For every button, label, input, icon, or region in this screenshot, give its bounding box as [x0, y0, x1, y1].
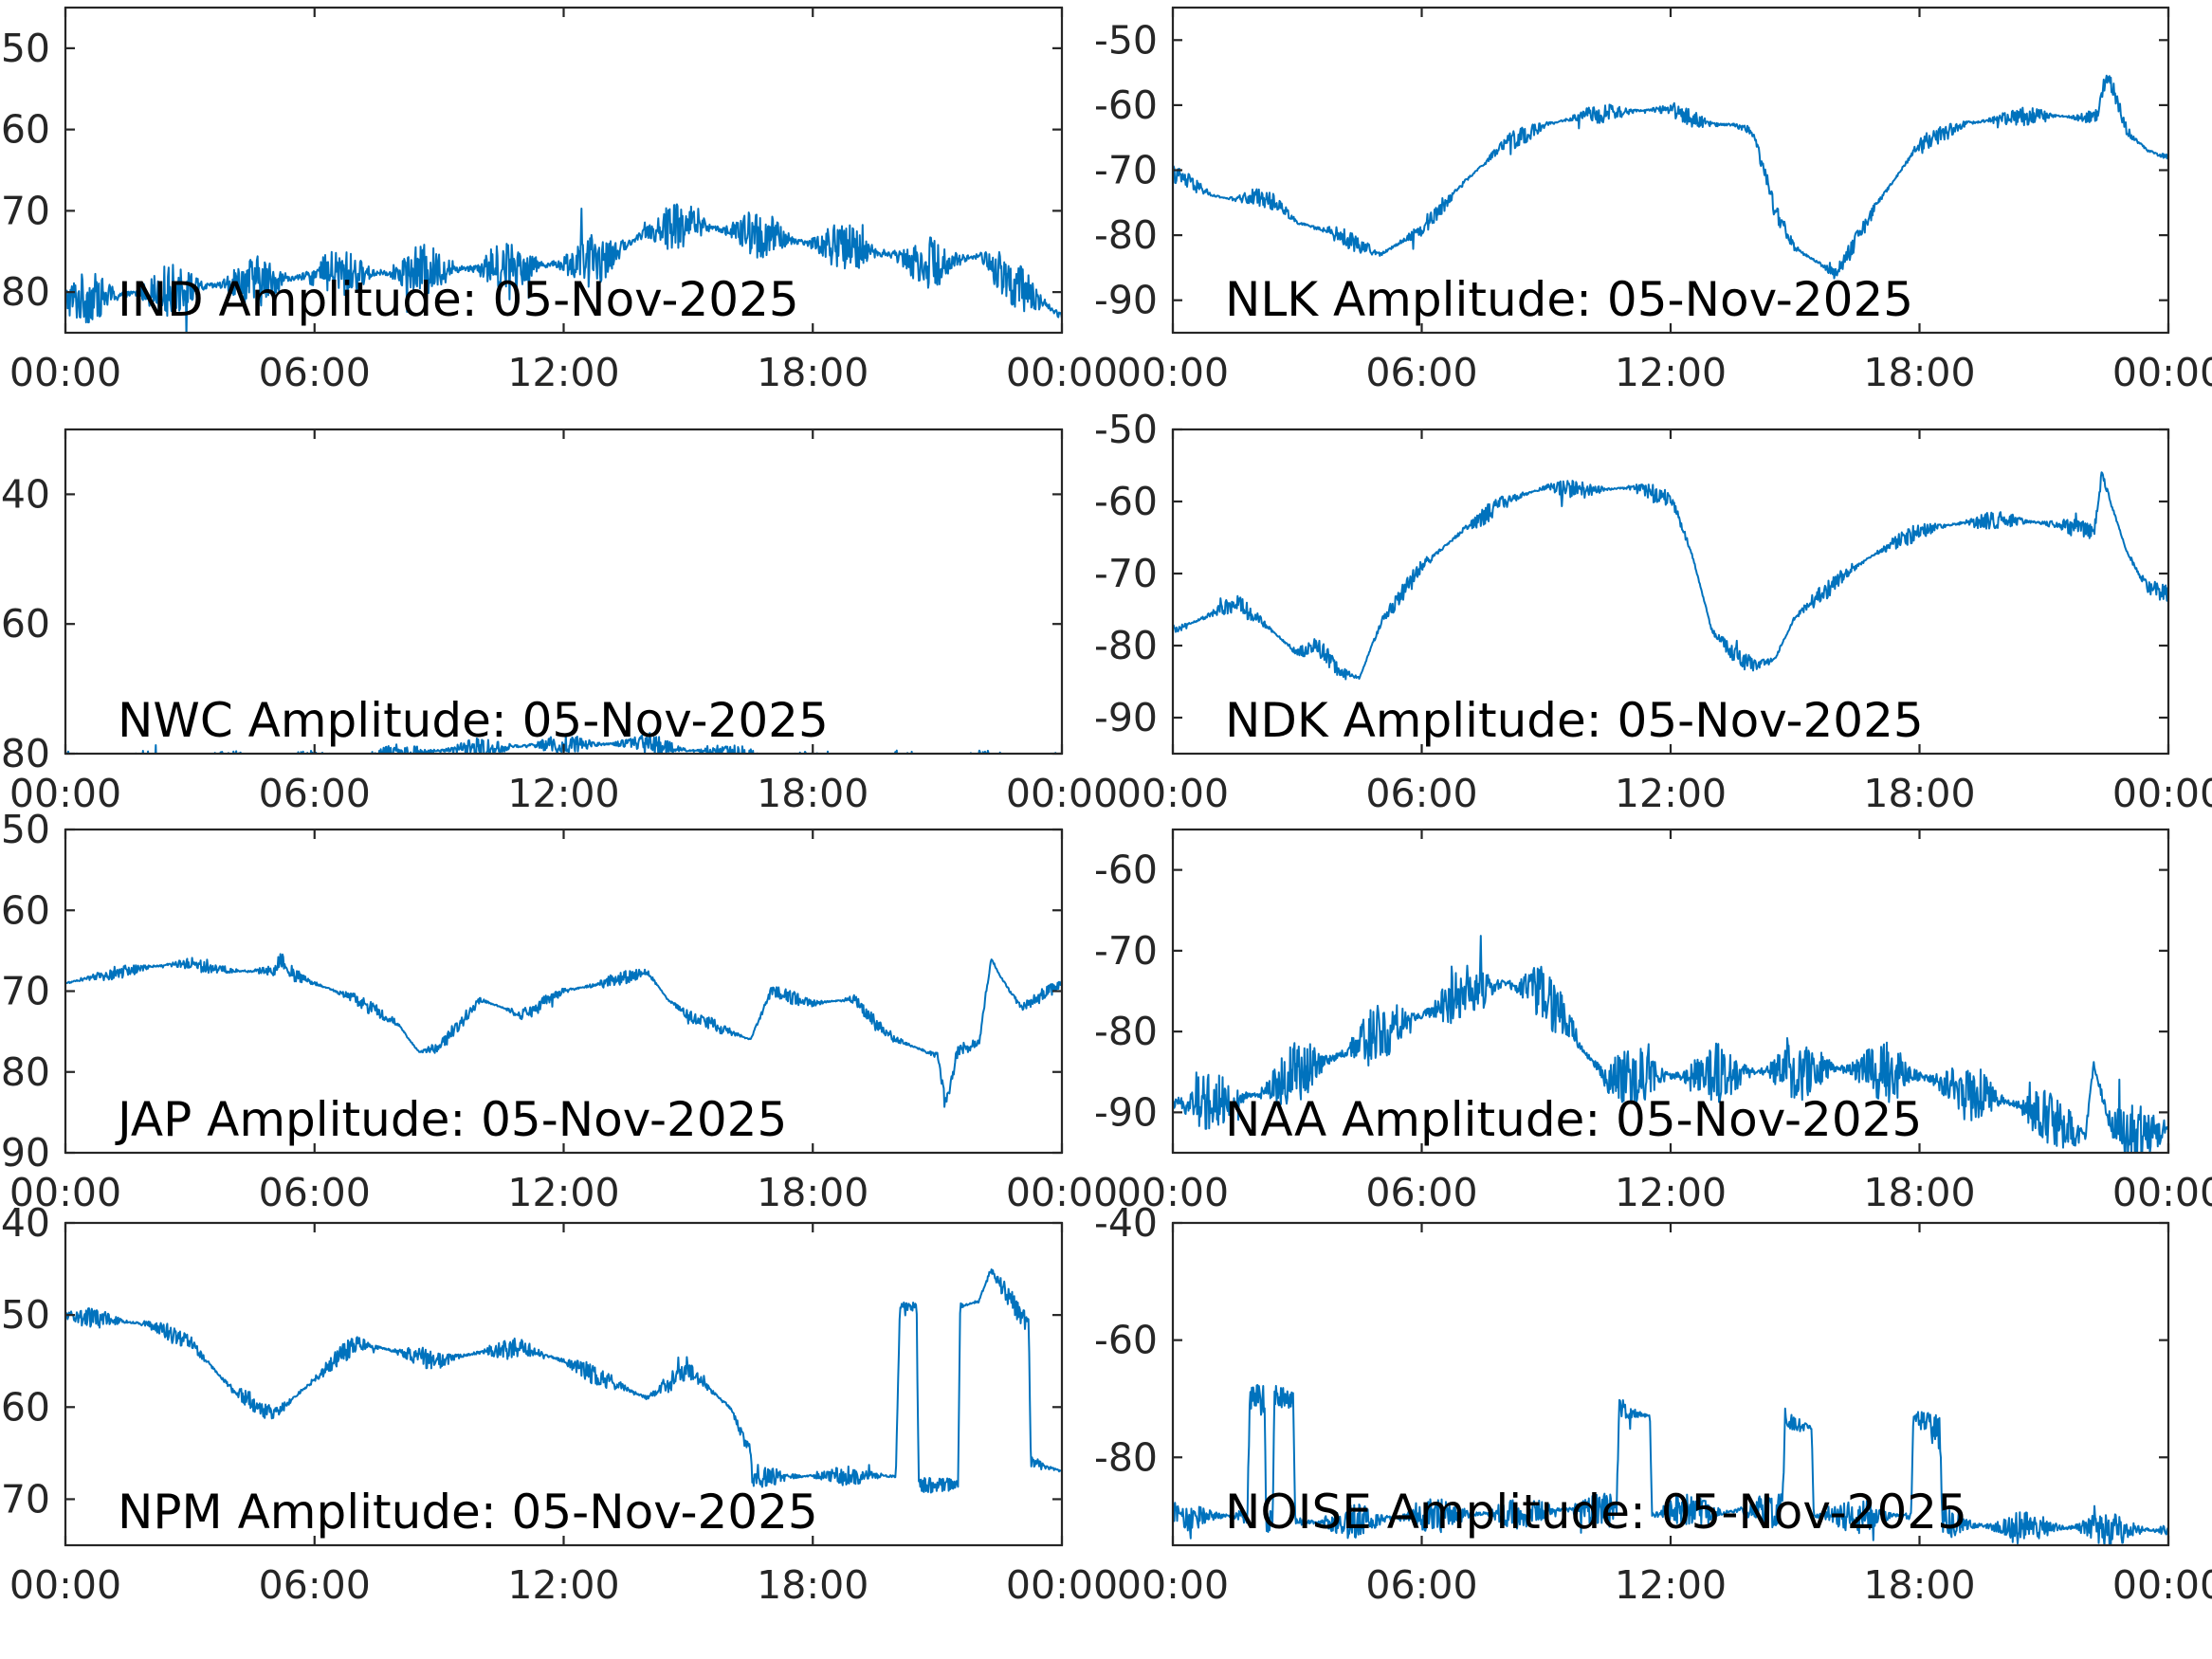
nwc-x-tick-label: 06:00 [259, 771, 371, 816]
nlk-y-tick-label: -70 [1094, 148, 1158, 193]
naa-x-tick-label: 00:00 [2112, 1170, 2212, 1215]
nwc-x-tick-label: 00:00 [1006, 771, 1118, 816]
naa-x-tick-label: 00:00 [1117, 1170, 1229, 1215]
ind-panel: 00:00 06:00 12:00 18:00 00:00 50 60 70 80 IND Amp… [1, 6, 1118, 395]
ndk-series-line [1173, 471, 2168, 681]
ndk-y-tick-label: -70 [1094, 551, 1158, 596]
jap-x-tick-label: 12:00 [507, 1170, 619, 1215]
ndk-panel: 00:00 06:00 12:00 18:00 00:00 -50 -60 -70 -80 -90… [1094, 407, 2212, 816]
ndk-x-tick-label: 00:00 [2112, 771, 2212, 816]
npm-x-tick-label: 06:00 [259, 1562, 371, 1608]
naa-y-tick-label: -80 [1094, 1009, 1158, 1054]
nlk-panel-title: NLK Amplitude: 05-Nov-2025 [1225, 272, 1913, 327]
ind-x-tick-label: 00:00 [9, 350, 121, 395]
jap-y-tick-label: 70 [1, 969, 50, 1014]
nwc-y-tick-label: 80 [1, 731, 50, 776]
noise-series-line [1173, 1384, 2168, 1545]
ind-panel-title: IND Amplitude: 05-Nov-2025 [118, 272, 799, 327]
nwc-y-tick-label: 40 [1, 471, 50, 517]
noise-y-tick-label: -80 [1094, 1434, 1158, 1480]
naa-x-tick-label: 06:00 [1365, 1170, 1477, 1215]
noise-x-tick-label: 00:00 [2112, 1562, 2212, 1608]
nlk-series-line [1173, 74, 2168, 280]
npm-x-tick-label: 12:00 [507, 1562, 619, 1608]
nlk-x-tick-label: 00:00 [1117, 350, 1229, 395]
npm-x-tick-label: 00:00 [9, 1562, 121, 1608]
jap-panel: 00:00 06:00 12:00 18:00 00:00 50 60 70 80 90 JAP A… [1, 807, 1118, 1215]
noise-y-tick-label: -40 [1094, 1200, 1158, 1246]
noise-x-tick-label: 18:00 [1863, 1562, 1975, 1608]
naa-panel: 00:00 06:00 12:00 18:00 00:00 -60 -70 -80 -90 NAA… [1094, 828, 2212, 1215]
naa-panel-title: NAA Amplitude: 05-Nov-2025 [1225, 1092, 1922, 1147]
nwc-x-tick-label: 18:00 [757, 771, 868, 816]
ndk-y-tick-label: -80 [1094, 623, 1158, 668]
noise-panel: 00:00 06:00 12:00 18:00 00:00 -40 -60 -80 NOISE … [1094, 1200, 2212, 1608]
nlk-y-tick-label: -50 [1094, 17, 1158, 63]
npm-x-tick-label: 18:00 [757, 1562, 868, 1608]
ind-x-tick-label: 12:00 [507, 350, 619, 395]
ndk-panel-title: NDK Amplitude: 05-Nov-2025 [1225, 693, 1924, 748]
npm-y-tick-label: 40 [1, 1200, 50, 1246]
naa-y-tick-label: -70 [1094, 928, 1158, 974]
naa-x-tick-label: 18:00 [1863, 1170, 1975, 1215]
naa-y-tick-label: -90 [1094, 1089, 1158, 1135]
npm-y-tick-label: 70 [1, 1476, 50, 1522]
jap-x-tick-label: 06:00 [259, 1170, 371, 1215]
nwc-x-tick-label: 00:00 [9, 771, 121, 816]
ndk-y-tick-label: -50 [1094, 407, 1158, 452]
ndk-x-tick-label: 18:00 [1863, 771, 1975, 816]
nlk-y-tick-label: -60 [1094, 82, 1158, 128]
jap-y-tick-label: 50 [1, 807, 50, 852]
jap-x-tick-label: 00:00 [9, 1170, 121, 1215]
ndk-x-tick-label: 12:00 [1615, 771, 1727, 816]
ind-x-tick-label: 00:00 [1006, 350, 1118, 395]
ndk-x-tick-label: 06:00 [1365, 771, 1477, 816]
noise-panel-title: NOISE Amplitude: 05-Nov-2025 [1225, 1485, 1967, 1540]
nlk-x-tick-label: 12:00 [1615, 350, 1727, 395]
npm-y-tick-label: 50 [1, 1292, 50, 1338]
noise-x-tick-label: 06:00 [1365, 1562, 1477, 1608]
nlk-x-tick-label: 18:00 [1863, 350, 1975, 395]
nwc-panel: 00:00 06:00 12:00 18:00 00:00 40 60 80 NWC Ampli… [1, 428, 1118, 816]
ind-x-tick-label: 06:00 [259, 350, 371, 395]
nlk-x-tick-label: 06:00 [1365, 350, 1477, 395]
jap-y-tick-label: 60 [1, 887, 50, 933]
ind-y-tick-label: 70 [1, 188, 50, 233]
npm-panel: 00:00 06:00 12:00 18:00 00:00 40 50 60 70 NPM Amp… [1, 1200, 1118, 1608]
noise-x-tick-label: 12:00 [1615, 1562, 1727, 1608]
noise-x-tick-label: 00:00 [1117, 1562, 1229, 1608]
nwc-panel-title: NWC Amplitude: 05-Nov-2025 [118, 693, 829, 748]
jap-y-tick-label: 80 [1, 1049, 50, 1095]
npm-x-tick-label: 00:00 [1006, 1562, 1118, 1608]
naa-x-tick-label: 12:00 [1615, 1170, 1727, 1215]
naa-series-line [1173, 935, 2168, 1153]
nlk-y-tick-label: -80 [1094, 212, 1158, 258]
ind-x-tick-label: 18:00 [757, 350, 868, 395]
noise-y-tick-label: -60 [1094, 1318, 1158, 1363]
nwc-x-tick-label: 12:00 [507, 771, 619, 816]
jap-panel-title: JAP Amplitude: 05-Nov-2025 [115, 1092, 787, 1147]
nlk-y-tick-label: -90 [1094, 278, 1158, 323]
naa-y-tick-label: -60 [1094, 848, 1158, 893]
npm-y-tick-label: 60 [1, 1384, 50, 1430]
ind-y-tick-label: 50 [1, 26, 50, 71]
ind-series-line [65, 203, 1062, 333]
jap-series-line [65, 953, 1062, 1108]
jap-x-tick-label: 00:00 [1006, 1170, 1118, 1215]
npm-series-line [65, 1268, 1062, 1494]
nwc-y-tick-label: 60 [1, 601, 50, 647]
ndk-y-tick-label: -90 [1094, 695, 1158, 740]
nlk-panel: 00:00 06:00 12:00 18:00 00:00 -50 -60 -70 -80 -90… [1094, 6, 2212, 395]
jap-x-tick-label: 18:00 [757, 1170, 868, 1215]
ndk-x-tick-label: 00:00 [1117, 771, 1229, 816]
ind-y-tick-label: 80 [1, 269, 50, 315]
ndk-y-tick-label: -60 [1094, 479, 1158, 524]
ind-y-tick-label: 60 [1, 107, 50, 153]
npm-panel-title: NPM Amplitude: 05-Nov-2025 [118, 1485, 818, 1540]
nlk-x-tick-label: 00:00 [2112, 350, 2212, 395]
jap-y-tick-label: 90 [1, 1130, 50, 1176]
